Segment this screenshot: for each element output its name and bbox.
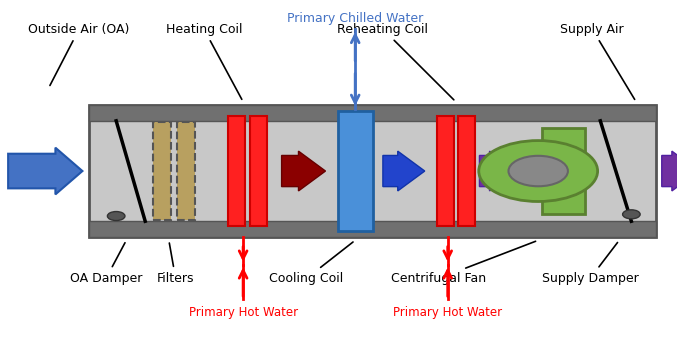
Text: Filters: Filters	[157, 243, 195, 285]
Text: Cooling Coil: Cooling Coil	[269, 242, 353, 285]
FancyArrow shape	[383, 151, 424, 191]
FancyArrow shape	[281, 151, 325, 191]
Bar	[458, 116, 475, 227]
FancyArrow shape	[662, 151, 678, 191]
Bar	[250, 116, 267, 227]
Text: OA Damper: OA Damper	[70, 243, 142, 285]
Bar	[338, 111, 373, 231]
FancyArrow shape	[8, 148, 83, 194]
Text: Outside Air (OA): Outside Air (OA)	[28, 23, 129, 86]
Bar	[153, 122, 171, 220]
Bar	[542, 128, 586, 214]
Bar	[177, 122, 195, 220]
Bar	[437, 116, 454, 227]
Circle shape	[508, 156, 568, 186]
Bar	[89, 105, 656, 121]
Bar	[89, 221, 656, 237]
Text: Heating Coil: Heating Coil	[165, 23, 242, 99]
Circle shape	[622, 210, 640, 219]
Bar	[228, 116, 245, 227]
Text: Reheating Coil: Reheating Coil	[338, 23, 454, 100]
Text: Supply Damper: Supply Damper	[542, 243, 639, 285]
Text: Primary Chilled Water: Primary Chilled Water	[287, 12, 423, 25]
Text: Supply Air: Supply Air	[561, 23, 635, 99]
Circle shape	[107, 211, 125, 221]
FancyArrow shape	[479, 151, 517, 191]
Text: Centrifugal Fan: Centrifugal Fan	[391, 241, 536, 285]
Bar	[89, 105, 656, 237]
Text: Primary Hot Water: Primary Hot Water	[393, 306, 502, 319]
Text: Primary Hot Water: Primary Hot Water	[188, 306, 298, 319]
Circle shape	[479, 141, 597, 201]
